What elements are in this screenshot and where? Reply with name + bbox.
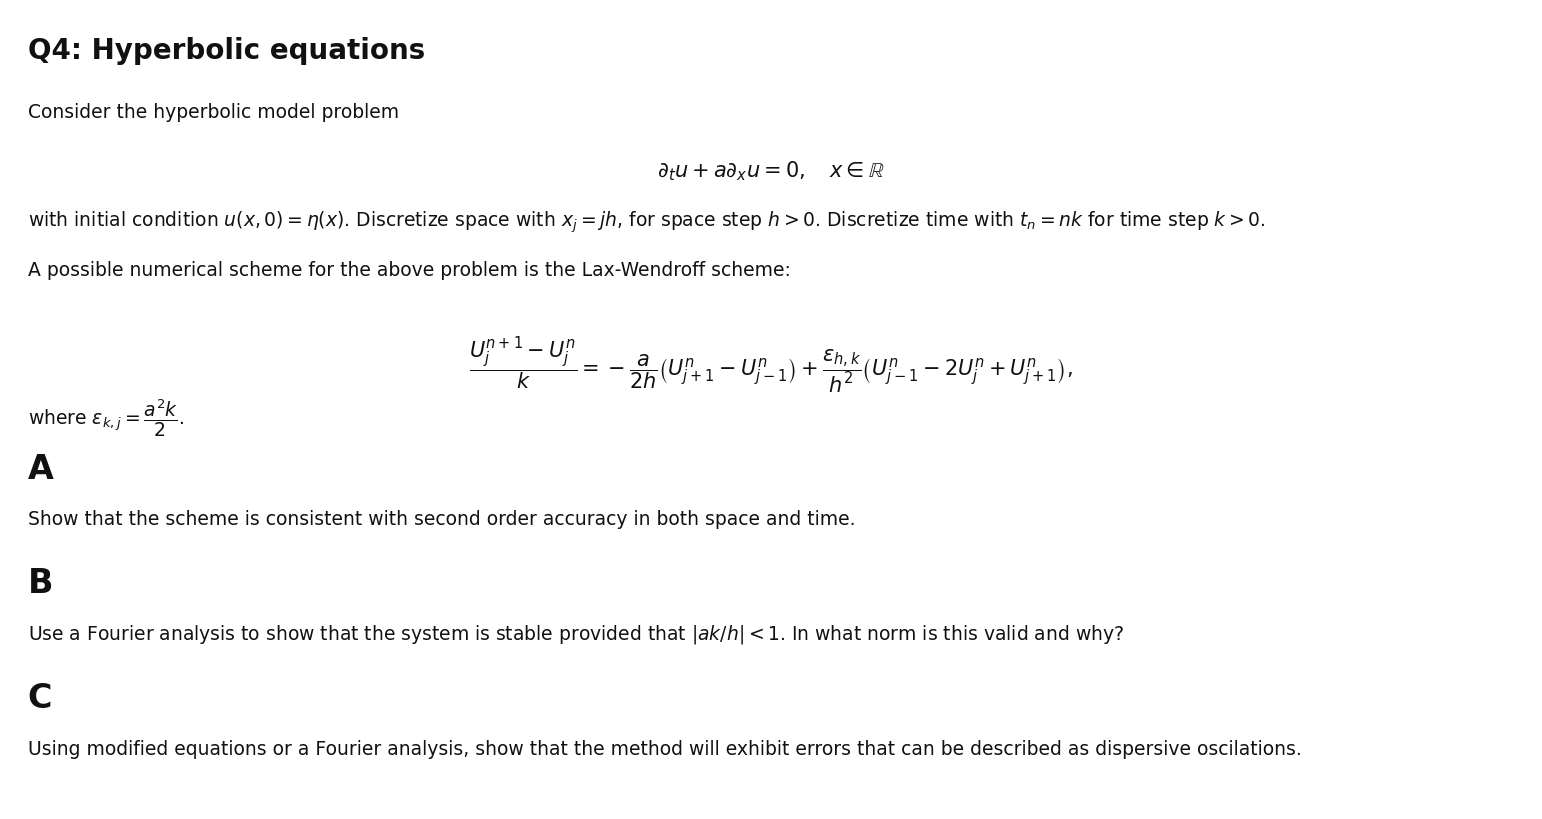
Text: A possible numerical scheme for the above problem is the Lax-Wendroff scheme:: A possible numerical scheme for the abov… — [28, 260, 791, 279]
Text: C: C — [28, 681, 52, 714]
Text: $\dfrac{U_j^{n+1} - U_j^n}{k} = -\dfrac{a}{2h}\left(U_{j+1}^n - U_{j-1}^n\right): $\dfrac{U_j^{n+1} - U_j^n}{k} = -\dfrac{… — [469, 336, 1073, 396]
Text: Q4: Hyperbolic equations: Q4: Hyperbolic equations — [28, 37, 426, 65]
Text: B: B — [28, 567, 54, 600]
Text: A: A — [28, 453, 54, 486]
Text: where $\epsilon_{k,j} = \dfrac{a^2 k}{2}$.: where $\epsilon_{k,j} = \dfrac{a^2 k}{2}… — [28, 397, 183, 438]
Text: $\partial_t u + a\partial_x u = 0, \quad x \in \mathbb{R}$: $\partial_t u + a\partial_x u = 0, \quad… — [657, 160, 885, 183]
Text: Show that the scheme is consistent with second order accuracy in both space and : Show that the scheme is consistent with … — [28, 509, 856, 528]
Text: Using modified equations or a Fourier analysis, show that the method will exhibi: Using modified equations or a Fourier an… — [28, 739, 1301, 758]
Text: with initial condition $u(x, 0) = \eta(x)$. Discretize space with $x_j = jh$, fo: with initial condition $u(x, 0) = \eta(x… — [28, 209, 1266, 234]
Text: Use a Fourier analysis to show that the system is stable provided that $|ak/h| <: Use a Fourier analysis to show that the … — [28, 622, 1124, 645]
Text: Consider the hyperbolic model problem: Consider the hyperbolic model problem — [28, 102, 399, 121]
